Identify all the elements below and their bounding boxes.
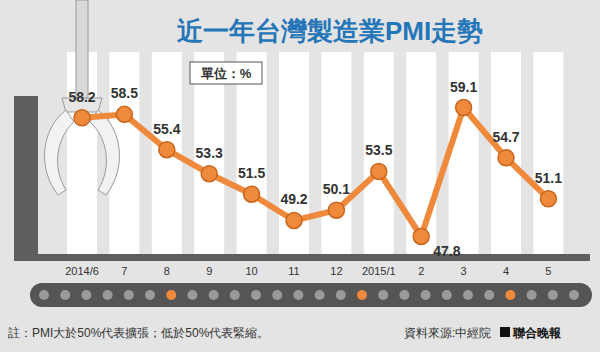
pmi-marker bbox=[540, 191, 556, 207]
data-label: 53.3 bbox=[196, 145, 223, 161]
conveyor-dot bbox=[315, 290, 325, 300]
data-label: 51.5 bbox=[238, 165, 265, 181]
conveyor-dot bbox=[166, 290, 176, 300]
pmi-marker bbox=[286, 212, 302, 228]
conveyor-dot bbox=[421, 290, 431, 300]
title: 近一年台灣製造業PMI走勢 bbox=[177, 16, 483, 46]
conveyor-dot bbox=[39, 290, 49, 300]
conveyor-dot bbox=[103, 290, 113, 300]
conveyor bbox=[30, 283, 592, 307]
pmi-marker bbox=[413, 228, 429, 244]
x-tick-label: 2015/1 bbox=[362, 265, 396, 277]
conveyor-dot bbox=[293, 290, 303, 300]
claw-arm bbox=[45, 110, 74, 195]
x-tick-label: 2 bbox=[418, 265, 424, 277]
conveyor-dot bbox=[60, 290, 70, 300]
background bbox=[0, 0, 600, 352]
plot-area bbox=[74, 100, 556, 245]
column-band bbox=[321, 52, 351, 257]
x-tick-label: 5 bbox=[545, 265, 551, 277]
conveyor-dot bbox=[187, 290, 197, 300]
data-label: 59.1 bbox=[450, 79, 477, 95]
conveyor-dot bbox=[81, 290, 91, 300]
x-tick-label: 4 bbox=[503, 265, 509, 277]
data-label: 47.8 bbox=[433, 243, 460, 259]
data-label: 50.1 bbox=[323, 181, 350, 197]
pmi-marker bbox=[159, 142, 175, 158]
pmi-marker bbox=[456, 100, 472, 116]
claw-pole bbox=[76, 0, 88, 98]
unit-label: 單位：% bbox=[200, 66, 252, 81]
pmi-line bbox=[82, 108, 548, 237]
data-label: 51.1 bbox=[535, 170, 562, 186]
chart-root: 近一年台灣製造業PMI走勢單位：% 58.2 58.5 55.4 53.3 51.5 49.… bbox=[0, 0, 600, 352]
data-label: 58.5 bbox=[111, 85, 138, 101]
frame-left bbox=[14, 96, 38, 260]
x-tick-label: 2014/6 bbox=[65, 265, 99, 277]
x-tick-label: 3 bbox=[461, 265, 467, 277]
publisher-mark bbox=[500, 327, 510, 337]
column-band bbox=[491, 52, 521, 257]
conveyor-dot bbox=[145, 290, 155, 300]
conveyor-dot bbox=[272, 290, 282, 300]
column-band bbox=[406, 52, 436, 257]
data-label: 58.2 bbox=[68, 89, 95, 105]
conveyor-dot bbox=[230, 290, 240, 300]
source: 資料來源:中經院 bbox=[404, 326, 491, 340]
column-band bbox=[533, 52, 563, 257]
pmi-marker bbox=[74, 110, 90, 126]
conveyor-dot bbox=[378, 290, 388, 300]
data-label: 53.5 bbox=[365, 142, 392, 158]
pmi-marker bbox=[201, 166, 217, 182]
conveyor-dot bbox=[124, 290, 134, 300]
data-label: 54.7 bbox=[492, 129, 519, 145]
pmi-marker bbox=[371, 163, 387, 179]
conveyor-dot bbox=[209, 290, 219, 300]
conveyor-dot bbox=[463, 290, 473, 300]
column-band bbox=[279, 52, 309, 257]
conveyor-dot bbox=[505, 290, 515, 300]
chart-svg: 近一年台灣製造業PMI走勢單位：% 58.2 58.5 55.4 53.3 51.5 49.… bbox=[0, 0, 600, 352]
x-tick-label: 12 bbox=[330, 265, 342, 277]
pmi-marker bbox=[244, 186, 260, 202]
data-label: 55.4 bbox=[153, 121, 180, 137]
data-label: 49.2 bbox=[280, 191, 307, 207]
column-band bbox=[449, 52, 479, 257]
conveyor-dot bbox=[548, 290, 558, 300]
publisher: 聯合晚報 bbox=[512, 326, 562, 340]
pmi-marker bbox=[328, 202, 344, 218]
footnote: 註：PMI大於50%代表擴張；低於50%代表緊縮。 bbox=[8, 326, 269, 340]
conveyor-dot bbox=[251, 290, 261, 300]
conveyor-dot bbox=[399, 290, 409, 300]
pmi-marker bbox=[498, 150, 514, 166]
conveyor-dot bbox=[357, 290, 367, 300]
conveyor-dot bbox=[527, 290, 537, 300]
claw-arm bbox=[90, 110, 119, 195]
x-tick-label: 9 bbox=[206, 265, 212, 277]
x-tick-label: 8 bbox=[164, 265, 170, 277]
unit-box bbox=[190, 62, 262, 84]
column-band bbox=[364, 52, 394, 257]
claw bbox=[45, 0, 120, 195]
pmi-marker bbox=[116, 106, 132, 122]
x-tick-label: 11 bbox=[288, 265, 299, 277]
frame-bottom bbox=[14, 254, 590, 261]
conveyor-dot bbox=[442, 290, 452, 300]
x-tick-label: 7 bbox=[121, 265, 127, 277]
conveyor-dot bbox=[569, 290, 579, 300]
conveyor-dot bbox=[336, 290, 346, 300]
x-tick-label: 10 bbox=[245, 265, 257, 277]
conveyor-dot bbox=[484, 290, 494, 300]
